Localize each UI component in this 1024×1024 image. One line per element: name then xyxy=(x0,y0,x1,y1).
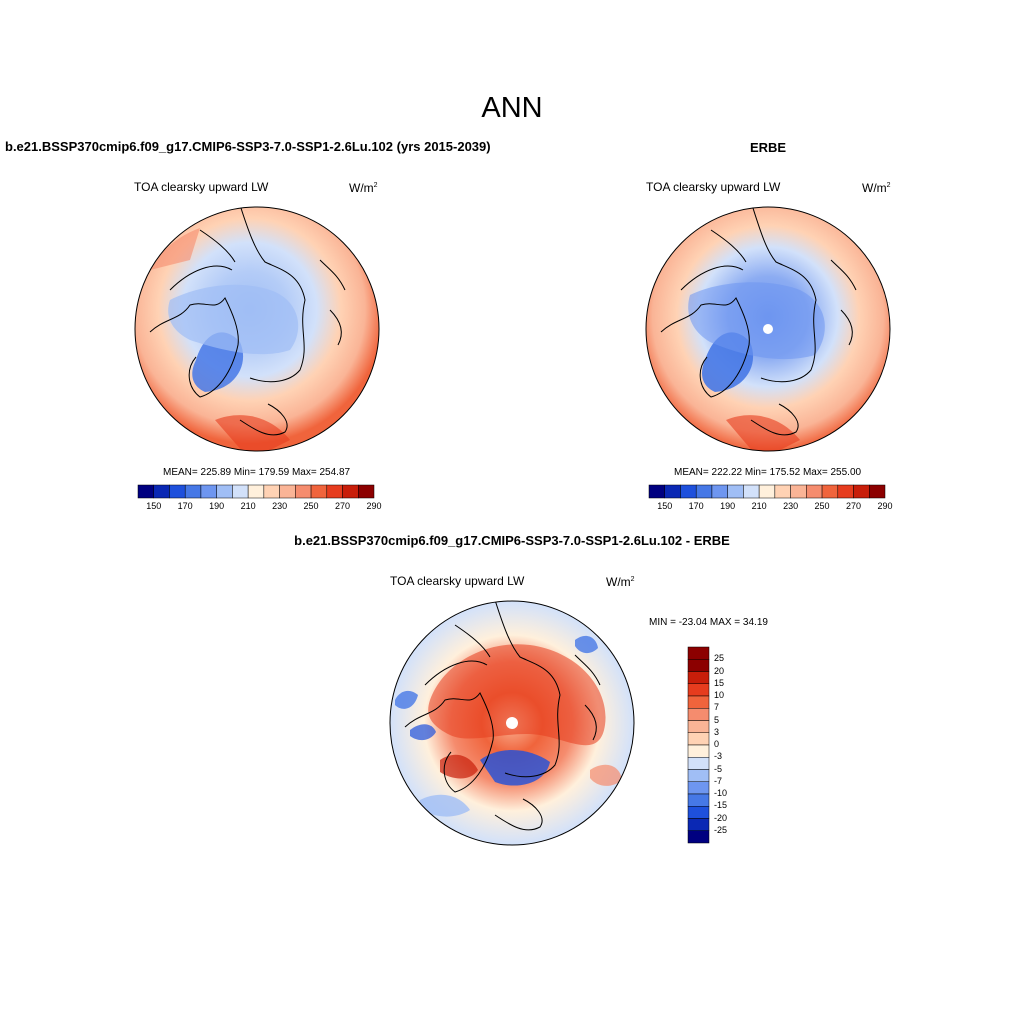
diff-colorbar-swatch xyxy=(687,830,710,844)
obs-colorbar-swatch xyxy=(711,484,728,499)
diff-colorbar-tick-label: 25 xyxy=(714,653,725,664)
diff-colorbar-tick-label: -7 xyxy=(714,775,723,786)
diff-colorbar-swatch xyxy=(687,659,710,672)
diff-colorbar xyxy=(687,646,710,844)
model-stats: MEAN= 225.89 Min= 179.59 Max= 254.87 xyxy=(163,467,351,478)
diff-colorbar-tick-label: -5 xyxy=(714,763,723,774)
model-colorbar-tick-label: 170 xyxy=(177,501,193,511)
model-colorbar-swatch xyxy=(169,484,186,499)
model-colorbar-tick-label: 290 xyxy=(366,501,382,511)
model-units: W/m2 xyxy=(349,181,378,195)
diff-colorbar-swatch xyxy=(687,781,710,795)
diff-colorbar-tick-label: -15 xyxy=(714,800,728,811)
diff-panel-title: b.e21.BSSP370cmip6.f09_g17.CMIP6-SSP3-7.… xyxy=(294,533,730,548)
diff-colorbar-tick-label: -3 xyxy=(714,751,723,762)
diff-colorbar-tick-label: 15 xyxy=(714,677,725,688)
model-colorbar-tick-label: 210 xyxy=(240,501,256,511)
model-colorbar-swatch xyxy=(279,484,296,499)
obs-colorbar-swatch xyxy=(743,484,760,499)
obs-colorbar-swatch xyxy=(664,484,681,499)
model-colorbar-swatch xyxy=(342,484,359,499)
model-colorbar-tick-label: 190 xyxy=(209,501,225,511)
diff-colorbar-tick-label: -10 xyxy=(714,788,728,798)
model-colorbar-swatch xyxy=(310,484,328,499)
obs-map xyxy=(645,206,891,452)
diff-colorbar-swatch xyxy=(687,646,710,660)
obs-colorbar-swatch xyxy=(806,484,823,499)
model-colorbar-swatch xyxy=(216,484,233,499)
diff-colorbar-swatch xyxy=(687,708,710,721)
obs-colorbar-tick-label: 150 xyxy=(657,501,673,511)
model-colorbar-tick-label: 230 xyxy=(272,501,288,511)
obs-colorbar-tick-label: 270 xyxy=(846,501,862,511)
obs-colorbar-swatch xyxy=(774,484,791,499)
diff-colorbar-tick-label: 10 xyxy=(714,690,725,700)
diff-colorbar-tick-label: 20 xyxy=(714,665,725,676)
figure-title: ANN xyxy=(481,92,543,124)
model-colorbar-swatch xyxy=(232,484,249,499)
obs-colorbar-swatch xyxy=(821,484,839,499)
obs-colorbar-swatch xyxy=(790,484,807,499)
diff-colorbar-swatch xyxy=(687,732,710,746)
model-colorbar-swatch xyxy=(184,484,202,499)
obs-variable-label: TOA clearsky upward LW xyxy=(646,180,781,194)
obs-units: W/m2 xyxy=(862,181,891,195)
model-colorbar-swatch xyxy=(200,484,217,499)
diff-variable-label: TOA clearsky upward LW xyxy=(390,574,525,588)
model-colorbar-swatch xyxy=(263,484,280,499)
obs-colorbar-swatch xyxy=(727,484,744,499)
obs-colorbar-swatch xyxy=(758,484,776,499)
diff-colorbar-tick-label: -20 xyxy=(714,812,728,823)
obs-colorbar-tick-label: 290 xyxy=(877,501,893,511)
model-colorbar-tick-label: 250 xyxy=(303,501,319,511)
model-colorbar-swatch xyxy=(358,484,375,499)
diff-map xyxy=(389,600,635,846)
diff-colorbar-swatch xyxy=(687,769,710,782)
obs-colorbar-swatch xyxy=(853,484,870,499)
diff-colorbar-tick-label: 5 xyxy=(714,714,720,725)
model-variable-label: TOA clearsky upward LW xyxy=(134,180,269,194)
obs-panel-title: ERBE xyxy=(749,140,787,155)
obs-colorbar-swatch xyxy=(680,484,697,499)
obs-colorbar-swatch xyxy=(869,484,886,499)
obs-colorbar-swatch xyxy=(837,484,854,499)
diff-colorbar-swatch xyxy=(687,818,710,831)
obs-colorbar xyxy=(648,484,886,499)
diff-colorbar-tick-label: 0 xyxy=(714,739,720,749)
model-colorbar-swatch xyxy=(295,484,312,499)
model-colorbar-swatch xyxy=(326,484,343,499)
diff-stats: MIN = -23.04 MAX = 34.19 xyxy=(649,617,768,628)
obs-colorbar-swatch xyxy=(695,484,713,499)
diff-colorbar-swatch xyxy=(687,720,710,733)
model-colorbar-swatch xyxy=(153,484,170,499)
diff-colorbar-swatch xyxy=(687,793,710,807)
obs-colorbar-tick-label: 230 xyxy=(783,501,799,511)
model-colorbar-swatch xyxy=(247,484,265,499)
model-panel-title: b.e21.BSSP370cmip6.f09_g17.CMIP6-SSP3-7.… xyxy=(5,139,491,154)
obs-colorbar-tick-label: 210 xyxy=(751,501,767,511)
diff-colorbar-swatch xyxy=(687,757,710,770)
diff-colorbar-swatch xyxy=(687,683,710,697)
diff-colorbar-swatch xyxy=(687,695,710,709)
diff-colorbar-tick-label: -25 xyxy=(714,824,728,835)
obs-colorbar-swatch xyxy=(648,484,665,499)
model-map xyxy=(134,206,380,452)
obs-colorbar-tick-label: 170 xyxy=(688,501,704,511)
obs-stats: MEAN= 222.22 Min= 175.52 Max= 255.00 xyxy=(674,467,862,478)
diff-colorbar-tick-label: 7 xyxy=(714,702,720,713)
obs-colorbar-tick-label: 190 xyxy=(720,501,736,511)
model-colorbar xyxy=(137,484,375,499)
diff-colorbar-swatch xyxy=(687,744,710,758)
obs-colorbar-tick-label: 250 xyxy=(814,501,830,511)
diff-units: W/m2 xyxy=(606,575,635,589)
diff-colorbar-swatch xyxy=(687,806,710,819)
model-colorbar-tick-label: 270 xyxy=(335,501,351,511)
model-colorbar-tick-label: 150 xyxy=(146,501,162,511)
diff-colorbar-swatch xyxy=(687,671,710,684)
model-colorbar-swatch xyxy=(137,484,154,499)
diff-colorbar-tick-label: 3 xyxy=(714,726,720,737)
